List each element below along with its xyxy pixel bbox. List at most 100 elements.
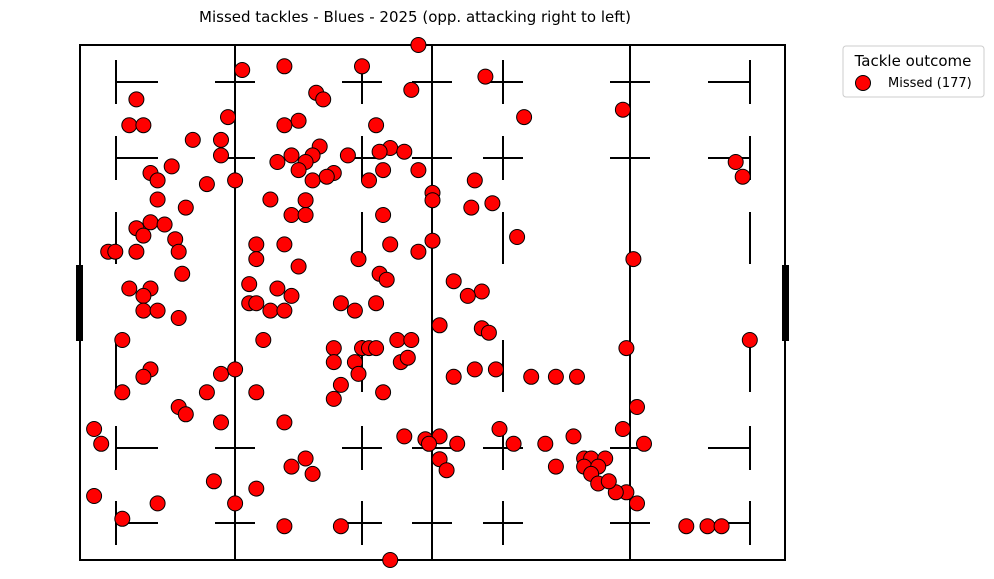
tackle-point xyxy=(184,131,201,148)
tackle-point xyxy=(149,172,166,189)
tackle-point xyxy=(382,236,399,253)
tackle-point xyxy=(516,109,533,126)
tackle-point xyxy=(382,552,399,568)
tackle-point xyxy=(378,271,395,288)
tackle-point xyxy=(149,191,166,208)
tackle-point xyxy=(248,236,265,253)
tackle-point xyxy=(399,349,416,366)
tackle-point xyxy=(227,172,244,189)
tackle-point xyxy=(290,112,307,129)
tackle-point xyxy=(227,361,244,378)
tackle-point xyxy=(350,365,367,382)
goal-posts-right xyxy=(782,265,789,341)
tackle-point xyxy=(163,158,180,175)
tackle-point xyxy=(297,207,314,223)
tackle-point xyxy=(276,117,293,134)
tackle-point xyxy=(135,287,152,304)
tackle-point xyxy=(523,368,540,385)
tackle-point xyxy=(325,354,342,371)
tackle-point xyxy=(438,462,455,479)
legend-marker-missed xyxy=(855,75,871,91)
tackle-point xyxy=(600,473,617,490)
chart-title: Missed tackles - Blues - 2025 (opp. atta… xyxy=(199,8,631,26)
tackle-point xyxy=(135,368,152,385)
tackle-point xyxy=(114,332,131,348)
tackle-point xyxy=(304,172,321,189)
tackle-point xyxy=(315,91,332,108)
tackle-point xyxy=(547,368,564,385)
tackle-point xyxy=(248,295,265,312)
tackle-point xyxy=(149,302,166,319)
tackle-point xyxy=(466,361,483,378)
tackle-point xyxy=(332,518,349,535)
tackle-point xyxy=(699,518,716,535)
tackle-point xyxy=(484,195,501,212)
tackle-point xyxy=(269,280,286,297)
tackle-point xyxy=(135,117,152,134)
tackle-point xyxy=(713,518,730,535)
tackle-point xyxy=(290,162,307,179)
tackle-point xyxy=(569,368,585,385)
tackle-point xyxy=(248,480,265,497)
tackle-point xyxy=(114,384,131,401)
tackle-point xyxy=(375,162,392,179)
tackle-point xyxy=(410,37,427,53)
tackle-point xyxy=(276,236,293,253)
tackle-point xyxy=(354,58,370,75)
tackle-point xyxy=(325,340,342,357)
tackle-point xyxy=(283,458,300,475)
tackle-point xyxy=(156,216,173,233)
tackle-point xyxy=(368,340,385,357)
tackle-points xyxy=(86,37,758,568)
tackle-point xyxy=(403,81,420,98)
legend-title: Tackle outcome xyxy=(854,52,972,70)
tackle-point xyxy=(339,147,356,164)
legend-box xyxy=(842,45,985,98)
tackle-point xyxy=(177,406,194,423)
tackle-point xyxy=(276,518,293,535)
tackle-point xyxy=(248,384,265,401)
tackle-point xyxy=(491,421,508,437)
tackle-point xyxy=(304,465,321,482)
tackle-point xyxy=(107,243,124,260)
tackle-point xyxy=(361,172,377,189)
tackle-point xyxy=(368,117,385,134)
tackle-point xyxy=(371,143,388,160)
tackle-point xyxy=(537,435,554,452)
tackle-point xyxy=(487,361,504,378)
tackle-point xyxy=(234,62,251,78)
tackle-point xyxy=(128,91,145,108)
tackle-point xyxy=(396,143,413,160)
tackle-point xyxy=(403,332,420,348)
tackle-point xyxy=(86,421,103,437)
tackle-point xyxy=(421,435,437,452)
legend: Tackle outcome Missed (177) xyxy=(842,45,985,98)
tackle-point xyxy=(283,147,300,164)
tackle-point xyxy=(121,117,138,134)
rugby-pitch xyxy=(76,44,789,561)
tackle-point xyxy=(459,287,476,304)
tackle-point xyxy=(213,365,229,382)
tackle-point xyxy=(318,168,335,185)
tackle-point xyxy=(396,428,413,445)
tackle-point xyxy=(424,192,441,209)
tackle-point xyxy=(375,207,392,223)
tackle-point xyxy=(262,191,279,208)
tackle-point xyxy=(473,283,490,300)
tackle-point xyxy=(290,258,307,275)
tackle-point xyxy=(283,207,300,223)
tackle-point xyxy=(213,414,229,431)
tackle-point xyxy=(629,495,645,512)
tackle-point xyxy=(368,295,385,312)
tackle-point xyxy=(636,435,652,452)
tackle-point xyxy=(213,147,229,164)
tackle-point xyxy=(614,101,631,118)
tackle-point xyxy=(170,243,187,260)
tackle-point xyxy=(297,450,314,467)
tackle-point xyxy=(466,172,483,189)
tackle-point xyxy=(332,376,349,393)
tackle-point xyxy=(509,229,526,245)
tackle-point xyxy=(283,287,300,304)
tackle-point xyxy=(227,495,244,512)
tackle-point xyxy=(135,302,152,319)
